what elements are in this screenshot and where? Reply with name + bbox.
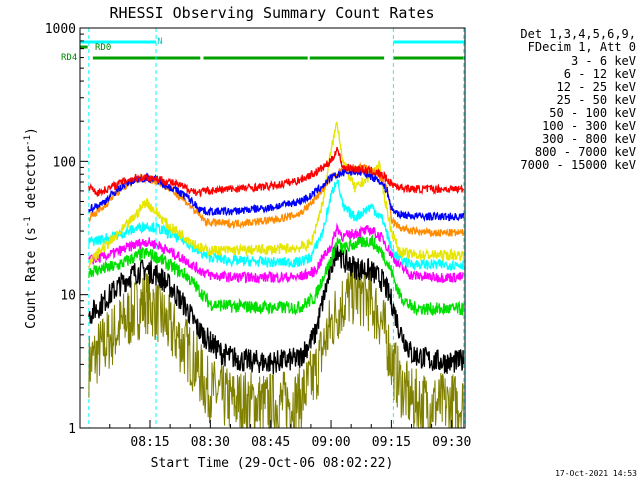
x-axis-ticks: 08:15 08:30 08:45 09:00 09:15 09:30	[109, 420, 471, 450]
plot-frame	[79, 27, 466, 429]
timestamp: 17-Oct-2021 14:53	[555, 469, 637, 478]
y-tick-label-1: 10	[60, 289, 76, 304]
legend-header-line1: Det 1,3,4,5,6,9,	[520, 27, 636, 41]
y-axis-label-sup2: -1	[23, 135, 33, 146]
y-tick-label-3: 1000	[45, 22, 76, 37]
y-tick-label-0: 1	[68, 422, 76, 437]
flag-label-n: N	[157, 37, 162, 47]
x-tick-label-3: 09:00	[311, 435, 350, 450]
x-tick-label-4: 09:15	[372, 435, 411, 450]
legend-entry-0: 3 - 6 keV	[571, 54, 636, 68]
legend-header-line2: FDecim 1, Att 0	[528, 40, 636, 54]
x-tick-label-5: 09:30	[432, 435, 471, 450]
y-axis-label-sup1: -1	[23, 216, 33, 227]
legend: Det 1,3,4,5,6,9, FDecim 1, Att 0 3 - 6 k…	[520, 27, 636, 172]
y-axis-ticks: 1 10 100 1000	[45, 22, 88, 437]
legend-entry-4: 50 - 100 keV	[549, 106, 636, 120]
flag-bars: N RD0 RD4	[61, 37, 465, 63]
legend-entry-2: 12 - 25 keV	[557, 80, 636, 94]
y-axis-label-part3: )	[24, 127, 39, 135]
legend-entry-8: 7000 - 15000 keV	[520, 158, 636, 172]
chart-title: RHESSI Observing Summary Count Rates	[109, 4, 434, 22]
legend-entry-3: 25 - 50 keV	[557, 93, 636, 107]
series-line-4	[88, 121, 465, 269]
x-tick-label-2: 08:45	[251, 435, 290, 450]
flag-label-rd0: RD0	[95, 43, 111, 53]
series-line-7	[88, 162, 465, 238]
series-line-2	[88, 234, 465, 317]
x-tick-label-1: 08:30	[191, 435, 230, 450]
series-lines	[88, 121, 465, 430]
series-line-0	[88, 244, 465, 375]
legend-entry-7: 800 - 7000 keV	[535, 145, 636, 159]
legend-entry-6: 300 - 800 keV	[542, 132, 636, 146]
y-axis-label-part2: detector	[24, 146, 39, 217]
legend-entry-5: 100 - 300 keV	[542, 119, 636, 133]
flag-label-rd4: RD4	[61, 53, 77, 63]
x-tick-label-0: 08:15	[130, 435, 169, 450]
legend-entry-1: 6 - 12 keV	[564, 67, 636, 81]
y-axis-label-part1: Count Rate (s	[24, 227, 39, 329]
series-line-1	[88, 222, 464, 285]
y-axis-label: Count Rate (s-1 detector-1)	[23, 127, 39, 329]
series-line-5	[88, 146, 465, 198]
x-axis-label: Start Time (29-Oct-06 08:02:22)	[151, 456, 394, 471]
y-tick-label-2: 100	[53, 155, 76, 170]
